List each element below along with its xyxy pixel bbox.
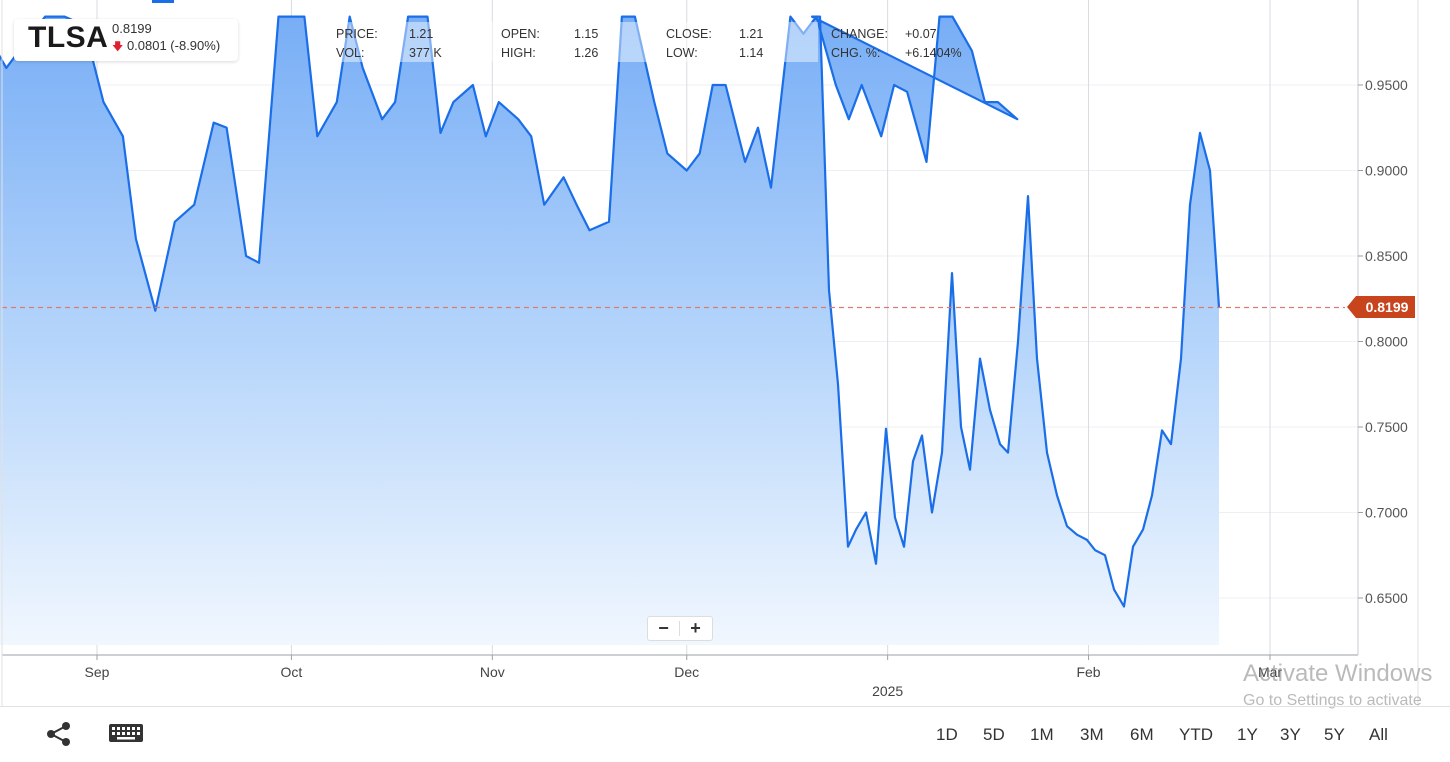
x-tick-label: Oct bbox=[281, 664, 303, 680]
high-label: HIGH: bbox=[501, 46, 536, 60]
vol-value: 377 K bbox=[409, 46, 442, 60]
range-all-button[interactable]: All bbox=[1369, 725, 1388, 744]
y-tick-label: 0.9500 bbox=[1365, 77, 1408, 93]
down-arrow-icon: 🡇 bbox=[112, 41, 124, 53]
ticker-change-row: 🡇 0.0801 (-8.90%) bbox=[112, 38, 220, 57]
y-axis-ticks: 0.6500 0.7000 0.7500 0.8000 0.8500 0.9000 0.95… bbox=[1358, 77, 1408, 606]
ohlc-stats: PRICE: 1.21 VOL: 377 K OPEN: 1.15 HIGH: … bbox=[313, 22, 962, 62]
vol-label: VOL: bbox=[336, 46, 365, 60]
price-value: 1.21 bbox=[409, 27, 434, 41]
watermark-subtitle: Go to Settings to activate bbox=[1243, 692, 1422, 709]
y-tick-label: 0.7500 bbox=[1365, 419, 1408, 435]
y-tick-label: 0.7000 bbox=[1365, 505, 1408, 521]
y-tick-label: 0.8500 bbox=[1365, 248, 1408, 264]
zoom-out-button[interactable]: − bbox=[658, 618, 669, 638]
zoom-in-button[interactable]: + bbox=[690, 618, 701, 638]
low-label: LOW: bbox=[666, 46, 698, 60]
ticker-symbol: TLSA bbox=[28, 21, 109, 54]
last-price-tag-text: 0.8199 bbox=[1366, 299, 1409, 315]
range-1y-button[interactable]: 1Y bbox=[1237, 725, 1258, 744]
watermark-title: Activate Windows bbox=[1243, 660, 1433, 687]
range-5d-button[interactable]: 5D bbox=[983, 725, 1005, 744]
y-tick-label: 0.6500 bbox=[1365, 590, 1408, 606]
open-value: 1.15 bbox=[574, 27, 599, 41]
price-chart[interactable]: 0.6500 0.7000 0.7500 0.8000 0.8500 0.9000 0.95… bbox=[0, 0, 1450, 706]
chg-pct-value: +6.1404% bbox=[905, 46, 962, 60]
y-tick-label: 0.8000 bbox=[1365, 334, 1408, 350]
x-tick-label: Nov bbox=[480, 664, 505, 680]
x-tick-label: Dec bbox=[674, 664, 699, 680]
range-1m-button[interactable]: 1M bbox=[1030, 725, 1054, 744]
last-price-tag-bg bbox=[1347, 296, 1415, 319]
range-5y-button[interactable]: 5Y bbox=[1324, 725, 1345, 744]
range-6m-button[interactable]: 6M bbox=[1130, 725, 1154, 744]
keyboard-icon[interactable] bbox=[108, 721, 144, 745]
range-3y-button[interactable]: 3Y bbox=[1280, 725, 1301, 744]
activate-windows-watermark: Activate Windows Go to Settings to activ… bbox=[1243, 660, 1432, 710]
x-axis-ticks: Sep Oct Nov Dec 2025 Feb Mar bbox=[85, 655, 1282, 699]
close-value: 1.21 bbox=[739, 27, 764, 41]
range-3m-button[interactable]: 3M bbox=[1080, 725, 1104, 744]
share-icon[interactable] bbox=[44, 719, 74, 749]
zoom-controls: − + bbox=[647, 616, 713, 641]
x-tick-label: Mar bbox=[1258, 664, 1282, 680]
range-1d-button[interactable]: 1D bbox=[936, 725, 958, 744]
change-label: CHANGE: bbox=[831, 27, 888, 41]
open-label: OPEN: bbox=[501, 27, 540, 41]
x-tick-label: Sep bbox=[85, 664, 110, 680]
x-tick-label: Feb bbox=[1076, 664, 1100, 680]
change-value: +0.07 bbox=[905, 27, 937, 41]
x-tick-label: 2025 bbox=[872, 683, 903, 699]
y-tick-label: 0.9000 bbox=[1365, 163, 1408, 179]
price-label: PRICE: bbox=[336, 27, 378, 41]
range-ytd-button[interactable]: YTD bbox=[1179, 725, 1213, 744]
high-value: 1.26 bbox=[574, 46, 599, 60]
top-indicator bbox=[152, 0, 174, 3]
low-value: 1.14 bbox=[739, 46, 764, 60]
ticker-change: 0.0801 (-8.90%) bbox=[126, 38, 221, 53]
price-line bbox=[0, 15, 1221, 608]
price-area bbox=[0, 16, 1219, 645]
ticker-price: 0.8199 bbox=[112, 21, 152, 36]
close-label: CLOSE: bbox=[666, 27, 712, 41]
ticker-summary: TLSA 0.8199 🡇 0.0801 (-8.90%) bbox=[14, 19, 238, 61]
last-price-tag: 0.8199 bbox=[1347, 296, 1415, 319]
chg-pct-label: CHG. %: bbox=[831, 46, 881, 60]
zoom-divider bbox=[679, 621, 680, 636]
bottom-toolbar: 1D 5D 1M 3M 6M YTD 1Y 3Y 5Y All bbox=[0, 706, 1450, 762]
